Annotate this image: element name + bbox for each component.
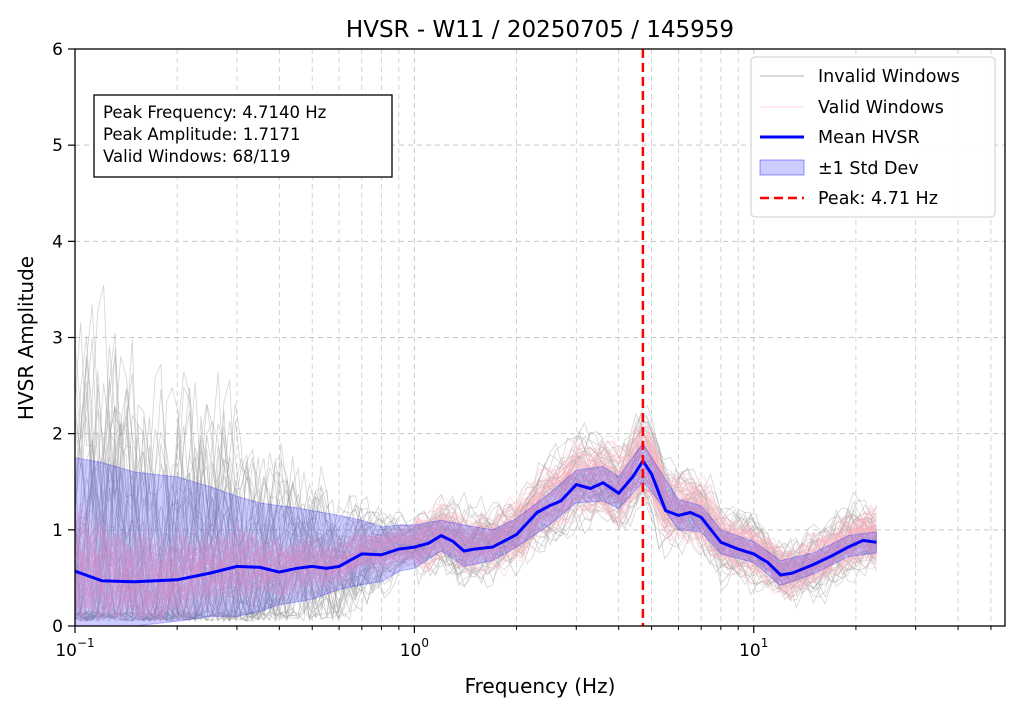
x-tick-label: 10−1 xyxy=(55,636,94,661)
invalid-window-trace xyxy=(75,364,877,621)
mean-hvsr-line xyxy=(75,458,877,584)
invalid-window-trace xyxy=(75,386,877,622)
invalid-window-trace xyxy=(75,355,877,622)
legend-swatch-std xyxy=(759,159,805,176)
x-axis-ticks: 10−1 100 101 xyxy=(55,626,992,661)
chart-title: HVSR - W11 / 20250705 / 145959 xyxy=(346,17,734,43)
valid-window-trace xyxy=(75,479,877,616)
valid-window-trace xyxy=(75,432,877,614)
x-axis-label: Frequency (Hz) xyxy=(465,674,616,698)
y-axis-ticks: 0 1 2 3 4 5 6 xyxy=(52,40,75,637)
info-valid-windows: Valid Windows: 68/119 xyxy=(103,147,291,166)
legend-label-valid: Valid Windows xyxy=(818,98,944,118)
invalid-window-trace xyxy=(75,345,877,622)
y-tick-label: 3 xyxy=(52,329,63,349)
legend: Invalid Windows Valid Windows Mean HVSR … xyxy=(750,56,996,218)
y-axis-label: HVSR Amplitude xyxy=(14,256,38,420)
info-box: Peak Frequency: 4.7140 Hz Peak Amplitude… xyxy=(93,94,393,178)
info-peak-frequency: Peak Frequency: 4.7140 Hz xyxy=(103,103,326,122)
y-tick-label: 0 xyxy=(52,617,63,637)
valid-window-trace xyxy=(75,465,877,620)
y-tick-label: 2 xyxy=(52,425,63,445)
legend-label-mean: Mean HVSR xyxy=(818,128,920,148)
x-tick-label: 100 xyxy=(400,636,429,661)
y-tick-label: 4 xyxy=(52,232,63,252)
valid-window-trace xyxy=(75,470,877,623)
x-tick-label: 101 xyxy=(739,636,768,661)
valid-window-trace xyxy=(75,468,877,621)
y-tick-label: 1 xyxy=(52,521,63,541)
valid-window-trace xyxy=(75,487,877,620)
info-peak-amplitude: Peak Amplitude: 1.7171 xyxy=(103,125,301,144)
plot-area xyxy=(75,49,877,626)
valid-window-trace xyxy=(75,468,877,618)
invalid-window-trace xyxy=(75,383,877,623)
std-dev-band xyxy=(75,442,877,626)
legend-label-peak: Peak: 4.71 Hz xyxy=(818,189,938,209)
valid-window-trace xyxy=(75,454,877,616)
valid-window-trace xyxy=(75,455,877,617)
valid-window-trace xyxy=(75,438,877,617)
legend-label-std: ±1 Std Dev xyxy=(818,159,919,179)
y-tick-label: 6 xyxy=(52,40,63,60)
invalid-window-trace xyxy=(75,389,877,620)
y-tick-label: 5 xyxy=(52,136,63,156)
legend-label-invalid: Invalid Windows xyxy=(818,67,960,87)
